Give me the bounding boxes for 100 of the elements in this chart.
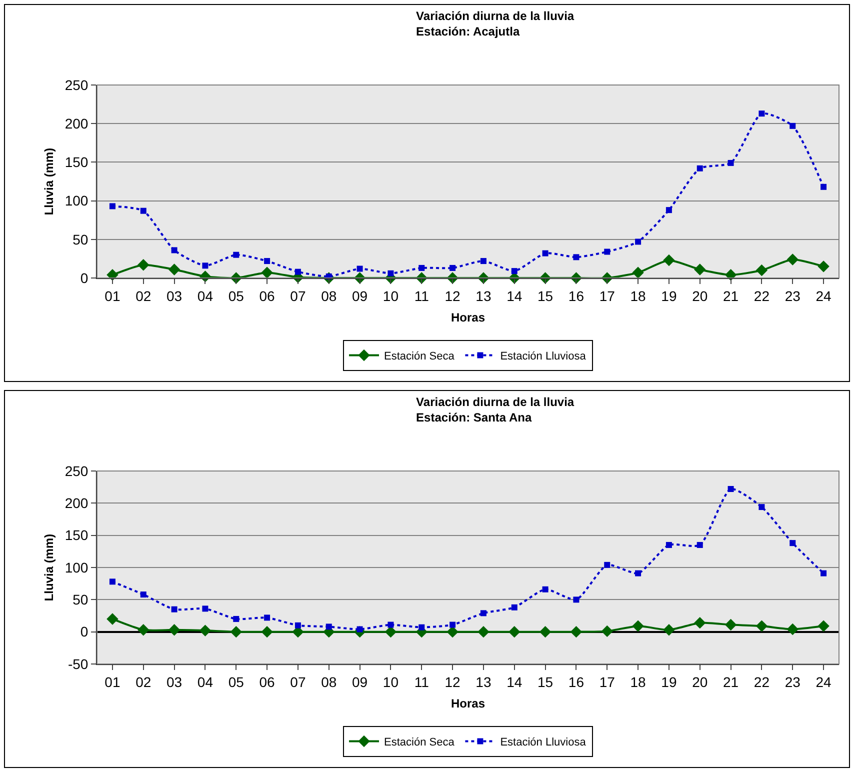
point	[109, 203, 116, 210]
x-tick-label: 19	[661, 674, 677, 690]
x-tick-label: 15	[538, 674, 554, 690]
x-tick-label: 22	[754, 674, 770, 690]
point	[261, 266, 273, 278]
point	[635, 238, 642, 245]
x-tick-label: 15	[538, 288, 554, 304]
y-axis-title: Lluvia (mm)	[42, 148, 56, 216]
x-tick-label: 18	[630, 674, 646, 690]
x-tick-label: 04	[197, 288, 214, 304]
point	[663, 624, 675, 636]
x-tick-label: 05	[228, 288, 244, 304]
point	[724, 618, 737, 631]
point	[511, 268, 518, 274]
y-tick-label: 50	[72, 231, 88, 248]
y-tick-label: 0	[80, 624, 88, 640]
point	[818, 620, 830, 632]
legend-label: Estación Lluviosa	[500, 350, 587, 363]
point	[604, 562, 610, 568]
x-tick-label: 05	[228, 674, 244, 690]
point	[663, 254, 675, 266]
point	[480, 610, 486, 616]
x-tick-label: 09	[352, 288, 368, 304]
x-tick-label: 20	[692, 288, 708, 304]
point	[388, 270, 394, 276]
x-tick-label: 10	[382, 674, 399, 690]
point	[570, 626, 582, 638]
point	[666, 542, 672, 548]
x-tick-label: 01	[104, 288, 120, 304]
point	[818, 260, 830, 272]
point	[478, 626, 490, 638]
x-tick-label: 22	[754, 288, 770, 304]
point	[356, 266, 363, 272]
y-tick-label: 100	[64, 559, 88, 576]
x-tick-label: 02	[136, 674, 152, 690]
point	[171, 247, 178, 254]
point	[261, 626, 273, 638]
point	[696, 165, 703, 172]
x-tick-label: 07	[290, 288, 306, 304]
point	[168, 624, 180, 636]
point	[790, 540, 796, 546]
point	[542, 586, 548, 592]
y-tick-label: 250	[64, 76, 88, 93]
point	[820, 570, 827, 576]
point	[138, 259, 150, 271]
point	[418, 624, 425, 630]
x-tick-label: 14	[506, 288, 522, 304]
point	[758, 504, 765, 510]
point	[140, 208, 146, 214]
point	[542, 250, 548, 256]
legend-label: Estación Seca	[384, 736, 456, 749]
x-tick-label: 24	[816, 288, 832, 304]
point	[573, 596, 580, 603]
point	[480, 258, 486, 264]
point	[758, 110, 765, 117]
point	[728, 160, 734, 166]
x-tick-label: 13	[476, 674, 492, 690]
point	[264, 614, 270, 621]
point	[418, 264, 425, 271]
point	[694, 616, 706, 629]
point	[138, 624, 150, 636]
point	[508, 626, 520, 638]
point	[666, 207, 672, 214]
y-tick-label: 150	[64, 527, 88, 544]
point	[820, 184, 827, 190]
x-tick-label: 18	[630, 288, 646, 304]
point	[601, 625, 613, 638]
x-tick-label: 14	[506, 674, 522, 690]
x-tick-label: 06	[259, 674, 276, 690]
point	[632, 266, 644, 278]
x-tick-label: 21	[723, 288, 739, 304]
point	[233, 616, 240, 622]
x-tick-label: 24	[816, 674, 832, 690]
point	[694, 264, 706, 276]
y-tick-label: 0	[80, 270, 88, 286]
point	[632, 620, 644, 632]
x-tick-label: 02	[136, 288, 152, 304]
x-tick-label: 23	[784, 288, 801, 304]
x-tick-label: 03	[166, 674, 182, 690]
point	[635, 570, 642, 576]
x-tick-label: 09	[352, 674, 368, 690]
x-axis-title: Horas	[450, 310, 486, 325]
x-tick-label: 19	[661, 288, 677, 304]
legend-label: Estación Seca	[384, 350, 456, 363]
y-tick-label: 200	[64, 495, 88, 512]
point	[786, 254, 798, 266]
x-tick-label: 10	[382, 288, 399, 304]
x-tick-label: 13	[476, 288, 492, 304]
point	[168, 264, 180, 276]
point	[202, 606, 208, 612]
y-tick-label: 100	[64, 192, 88, 209]
point	[326, 624, 332, 630]
point	[786, 623, 798, 636]
x-tick-label: 06	[259, 288, 276, 304]
point	[539, 626, 552, 638]
point	[756, 264, 768, 276]
y-tick-label: 250	[64, 462, 88, 479]
chart-subtitle: Estación: Acajutla	[416, 24, 520, 39]
y-tick-label: 150	[64, 154, 88, 170]
point	[573, 254, 580, 260]
